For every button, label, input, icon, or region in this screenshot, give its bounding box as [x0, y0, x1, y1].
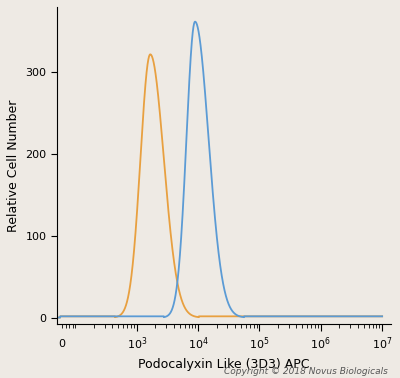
Text: Copyright © 2018 Novus Biologicals: Copyright © 2018 Novus Biologicals [224, 367, 388, 376]
X-axis label: Podocalyxin Like (3D3) APC: Podocalyxin Like (3D3) APC [138, 358, 310, 371]
Text: 0: 0 [58, 339, 66, 349]
Y-axis label: Relative Cell Number: Relative Cell Number [7, 99, 20, 232]
